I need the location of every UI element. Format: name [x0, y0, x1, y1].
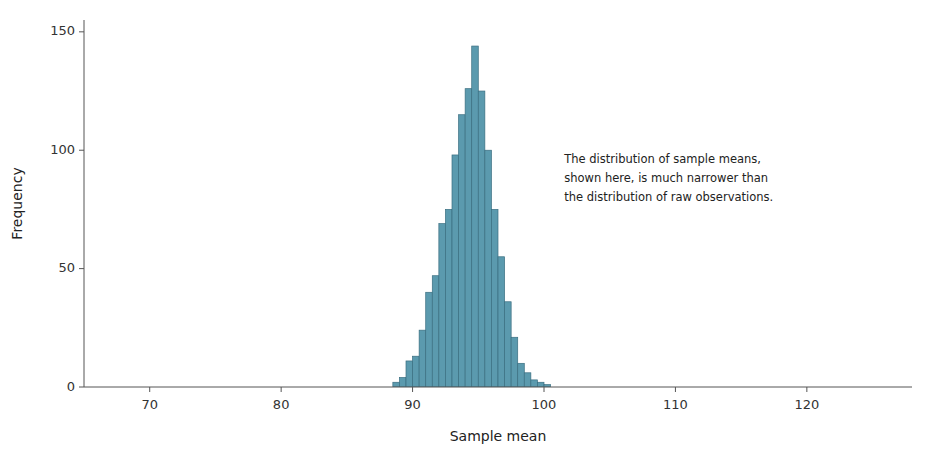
bar [491, 209, 498, 387]
y-tick [79, 387, 84, 388]
annotation-line: The distribution of sample means, [563, 151, 761, 165]
y-tick-label: 100 [50, 142, 75, 157]
bar [472, 46, 479, 387]
bar [452, 155, 459, 387]
x-tick [544, 387, 545, 392]
x-axis-label: Sample mean [450, 428, 547, 444]
background [0, 0, 936, 459]
y-axis-line [84, 20, 85, 387]
bar [426, 292, 433, 387]
x-tick [806, 387, 807, 392]
bar [518, 363, 525, 387]
bar [498, 257, 505, 387]
x-tick-label: 110 [663, 397, 688, 412]
bar [478, 91, 485, 387]
annotation-line: shown here, is much narrower than [564, 170, 768, 184]
bar [537, 382, 544, 387]
bars [393, 46, 551, 387]
bar [399, 378, 406, 387]
bar [511, 337, 518, 387]
bar [413, 356, 420, 387]
y-tick-label: 150 [50, 23, 75, 38]
y-axis-label: Frequency [9, 167, 25, 239]
chart: 70 80 90 100 110 120 0 50 100 150 Sample mean Frequ… [0, 0, 936, 459]
bar [505, 302, 512, 387]
x-tick-label: 80 [273, 397, 290, 412]
x-tick [675, 387, 676, 392]
bar [432, 276, 439, 387]
bar [524, 373, 531, 387]
annotation-line: the distribution of raw observations. [564, 189, 773, 203]
x-tick-label: 90 [404, 397, 421, 412]
bar [419, 330, 426, 387]
bar [459, 115, 466, 387]
y-tick-label: 50 [58, 260, 75, 275]
bar [485, 150, 492, 387]
bar [445, 209, 452, 387]
bar [406, 361, 413, 387]
x-tick-label: 120 [794, 397, 819, 412]
y-tick [79, 268, 84, 269]
x-tick [149, 387, 150, 392]
bar [439, 224, 446, 387]
x-tick-label: 100 [532, 397, 557, 412]
bar [393, 382, 400, 387]
x-axis-line [84, 387, 912, 388]
bar [531, 380, 538, 387]
y-tick-label: 0 [67, 379, 75, 394]
x-tick [412, 387, 413, 392]
x-tick-label: 70 [141, 397, 158, 412]
bar [465, 89, 472, 387]
axes: 70 80 90 100 110 120 0 50 100 150 [50, 20, 912, 412]
annotation: The distribution of sample means, shown h… [563, 151, 773, 203]
y-tick [79, 31, 84, 32]
chart-container: 70 80 90 100 110 120 0 50 100 150 Sample mean Frequ… [0, 0, 936, 459]
y-tick [79, 150, 84, 151]
x-tick [281, 387, 282, 392]
